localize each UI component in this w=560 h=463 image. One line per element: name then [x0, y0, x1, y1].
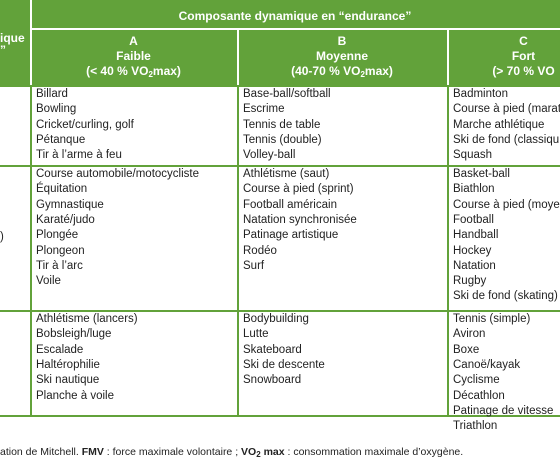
- col-line: [447, 85, 449, 415]
- column-range: (< 40 % VO2max): [30, 64, 237, 79]
- text-part: (< 40 % VO: [86, 64, 149, 78]
- sport: Rodéo: [243, 244, 277, 257]
- sport: Haltérophilie: [36, 358, 100, 371]
- sport: Cricket/curling, golf: [36, 118, 134, 131]
- sport: Bodybuilding: [243, 313, 309, 325]
- sport: Voile: [36, 275, 61, 288]
- sport: Tir à l’arc: [36, 259, 83, 272]
- sport: Tir à l’arme à feu: [36, 149, 122, 162]
- text-part: : force maximale volontaire ;: [103, 446, 242, 458]
- sport: Tennis de table: [243, 118, 321, 131]
- sport: Planche à voile: [36, 389, 114, 402]
- text-part: max): [152, 64, 181, 78]
- text-part: max): [364, 64, 393, 78]
- text-part: max: [260, 446, 285, 458]
- column-label: Fort: [511, 49, 536, 63]
- sport: Ski de fond (skating): [453, 290, 558, 303]
- sport: Course à pied (marat: [453, 103, 560, 116]
- row-line: [0, 310, 560, 312]
- sport: Triathlon: [453, 420, 498, 433]
- sport: Décathlon: [453, 389, 505, 402]
- sport: Boxe: [453, 343, 480, 356]
- column-label: Moyenne: [315, 49, 368, 63]
- column-letter: C: [519, 34, 528, 48]
- row-line: [0, 415, 560, 417]
- header-title: Composante dynamique en “endurance”: [178, 9, 412, 23]
- text-part: VO: [241, 446, 257, 458]
- text-part: ation de Mitchell.: [0, 446, 82, 458]
- sport: Surf: [243, 259, 265, 272]
- sport: Course à pied (sprint): [243, 183, 354, 196]
- sport: Rugby: [453, 275, 487, 288]
- sport: Tennis (simple): [453, 313, 531, 325]
- sport: Aviron: [453, 328, 486, 341]
- sport: Billard: [36, 88, 68, 100]
- sport: Snowboard: [243, 374, 302, 387]
- column-range: (> 70 % VO: [447, 64, 560, 78]
- sport: Ski nautique: [36, 374, 100, 387]
- sport: Football américain: [243, 198, 337, 211]
- row-line: [0, 165, 560, 167]
- sport: Ski de descente: [243, 358, 325, 371]
- sport: Lutte: [243, 328, 269, 341]
- text-part: : consommation maximale d’oxygène.: [284, 446, 464, 458]
- sport: Plongée: [36, 229, 79, 242]
- sport: Canoë/kayak: [453, 358, 521, 371]
- sport: Football: [453, 213, 494, 226]
- sport: Gymnastique: [36, 198, 104, 211]
- header-fragment: ique: [0, 31, 25, 45]
- sport: Volley-ball: [243, 149, 296, 162]
- sport: Marche athlétique: [453, 118, 545, 131]
- sport: Plongeon: [36, 244, 85, 257]
- divider: [32, 28, 560, 30]
- header-band: [0, 0, 560, 85]
- sport: Skateboard: [243, 343, 302, 356]
- sport: Basket-ball: [453, 168, 510, 180]
- sport: Natation synchronisée: [243, 213, 357, 226]
- sport: Bobsleigh/luge: [36, 328, 112, 341]
- sport: Base-ball/softball: [243, 88, 331, 100]
- sport: Pétanque: [36, 133, 86, 146]
- sport: Karaté/judo: [36, 213, 95, 226]
- text-part: (> 70 % VO: [492, 64, 555, 78]
- sport: Course à pied (moye: [453, 198, 560, 211]
- column-range: (40-70 % VO2max): [237, 64, 447, 79]
- sport: Bowling: [36, 103, 77, 116]
- sport: Handball: [453, 229, 499, 242]
- divider: [30, 0, 32, 85]
- sport: Patinage de vitesse: [453, 404, 554, 417]
- text-part: (40-70 % VO: [291, 64, 361, 78]
- sport: Escrime: [243, 103, 285, 116]
- divider: [237, 30, 239, 85]
- sport: Athlétisme (saut): [243, 168, 330, 180]
- column-letter: B: [337, 34, 347, 48]
- divider: [447, 30, 449, 85]
- text-part: 2: [360, 70, 365, 79]
- sport: Course automobile/motocycliste: [36, 168, 199, 180]
- sport: Squash: [453, 149, 493, 162]
- text-part: 2: [256, 450, 261, 459]
- sport: Natation: [453, 259, 496, 272]
- sport: Hockey: [453, 244, 492, 257]
- text-part: FMV: [81, 446, 104, 458]
- sport: Escalade: [36, 343, 84, 356]
- sport: Cyclisme: [453, 374, 500, 387]
- column-label: Faible: [116, 49, 151, 63]
- sport: Athlétisme (lancers): [36, 313, 138, 325]
- col-line: [30, 85, 32, 415]
- sport: Tennis (double): [243, 133, 322, 146]
- sport: Ski de fond (classiqu: [453, 133, 560, 146]
- sport: Équitation: [36, 183, 88, 196]
- text-part: 2: [148, 70, 153, 79]
- sport: Badminton: [453, 88, 508, 100]
- col-line: [237, 85, 239, 415]
- column-letter: A: [129, 34, 138, 48]
- header-fragment: ”: [0, 43, 6, 57]
- sport: Patinage artistique: [243, 229, 339, 242]
- footnote: ation de Mitchell. FMV : force maximale …: [0, 446, 463, 459]
- row-label: ): [0, 230, 4, 243]
- sport: Biathlon: [453, 183, 495, 196]
- row-line: [0, 85, 560, 87]
